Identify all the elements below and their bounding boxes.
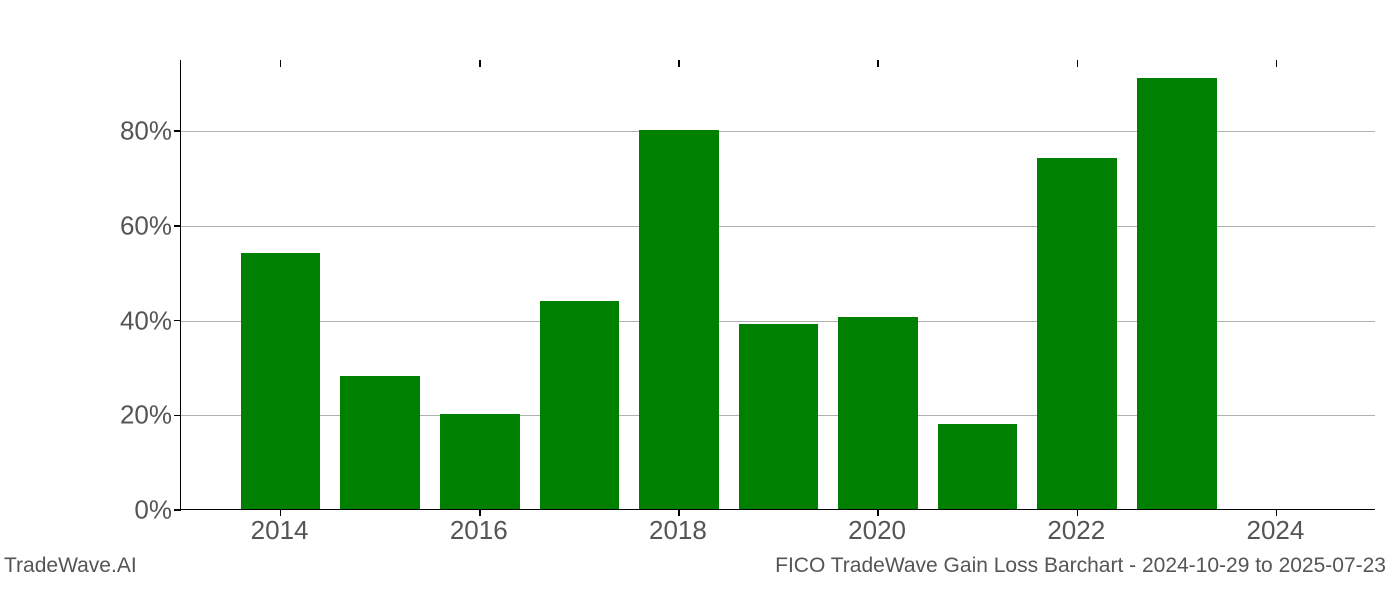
x-tick-mark-top bbox=[1276, 60, 1278, 67]
y-axis-label: 0% bbox=[134, 495, 172, 526]
bar bbox=[1137, 78, 1217, 509]
y-axis-label: 20% bbox=[120, 400, 172, 431]
x-tick-mark-top bbox=[479, 60, 481, 67]
bar bbox=[639, 130, 719, 509]
x-axis-label: 2024 bbox=[1246, 515, 1304, 546]
bar bbox=[938, 424, 1018, 509]
y-tick-mark bbox=[174, 509, 181, 511]
y-tick-mark bbox=[174, 415, 181, 417]
y-axis-label: 40% bbox=[120, 305, 172, 336]
chart-container bbox=[180, 60, 1375, 510]
x-axis-label: 2018 bbox=[649, 515, 707, 546]
y-tick-mark bbox=[174, 320, 181, 322]
x-axis-label: 2022 bbox=[1047, 515, 1105, 546]
y-tick-mark bbox=[174, 130, 181, 132]
bar bbox=[540, 301, 620, 509]
y-tick-mark bbox=[174, 225, 181, 227]
x-tick-mark-top bbox=[1077, 60, 1079, 67]
bar bbox=[440, 414, 520, 509]
x-axis-label: 2020 bbox=[848, 515, 906, 546]
x-tick-mark-top bbox=[877, 60, 879, 67]
bar bbox=[838, 317, 918, 509]
y-axis-label: 60% bbox=[120, 210, 172, 241]
bar bbox=[340, 376, 420, 509]
x-tick-mark-top bbox=[678, 60, 680, 67]
bar bbox=[241, 253, 321, 509]
x-tick-mark-top bbox=[280, 60, 282, 67]
x-axis-label: 2014 bbox=[251, 515, 309, 546]
footer-left-text: TradeWave.AI bbox=[4, 554, 137, 578]
plot-area bbox=[180, 60, 1375, 510]
y-axis-label: 80% bbox=[120, 116, 172, 147]
x-axis-label: 2016 bbox=[450, 515, 508, 546]
bar bbox=[739, 324, 819, 509]
bar bbox=[1037, 158, 1117, 509]
footer-right-text: FICO TradeWave Gain Loss Barchart - 2024… bbox=[775, 554, 1386, 578]
